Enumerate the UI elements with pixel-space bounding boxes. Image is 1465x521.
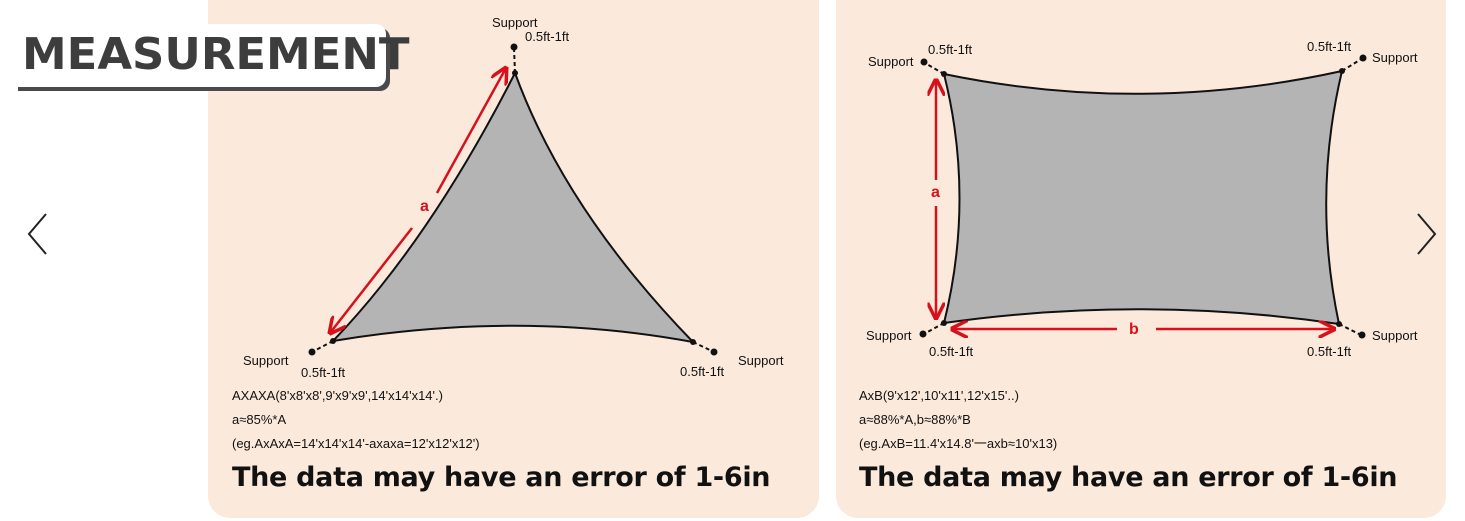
offset-label-top-right: 0.5ft-1ft — [1307, 39, 1351, 54]
rectangle-dim-a: a — [931, 184, 940, 201]
rectangle-info: AxB(9'x12',10'x11',12'x15'..) a≈88%*A,b≈… — [859, 384, 1057, 456]
support-point-top — [510, 43, 518, 51]
badge-title: MEASUREMENT — [22, 29, 410, 80]
corner-ring-bottom-left-rect — [941, 320, 947, 326]
tether-bottom-right — [692, 341, 715, 353]
measurement-badge: MEASUREMENT — [14, 24, 410, 87]
support-label-bottom-left-rect: Support — [866, 328, 912, 343]
support-label-bottom-right: Support — [738, 353, 784, 368]
support-label-top: Support — [492, 15, 538, 30]
rectangle-diagram: a b Support 0.5ft-1ft Support 0.5ft-1ft … — [866, 39, 1418, 359]
triangle-shade — [330, 70, 696, 344]
triangle-info-line: AXAXA(8'x8'x8',9'x9'x9',14'x14'x14'.) — [232, 388, 443, 403]
corner-ring-bottom-left — [330, 338, 336, 344]
support-point-top-left — [920, 58, 928, 66]
support-point-bottom-right-rect — [1358, 331, 1366, 339]
support-label-top-left: Support — [868, 54, 914, 69]
support-label-bottom-right-rect: Support — [1372, 328, 1418, 343]
support-point-bottom-left — [308, 348, 316, 356]
offset-label-bottom-right-rect: 0.5ft-1ft — [1307, 344, 1351, 359]
corner-ring-top-left — [941, 71, 947, 77]
chevron-right-icon[interactable] — [1414, 212, 1438, 256]
triangle-dim-a: a — [420, 198, 429, 215]
rectangle-dim-b: b — [1129, 321, 1139, 338]
tether-bottom-left — [311, 340, 334, 353]
rectangle-shade — [942, 69, 1344, 326]
rectangle-info-line: AxB(9'x12',10'x11',12'x15'..) — [859, 388, 1019, 403]
tether-top-right — [1341, 57, 1364, 72]
tether-bottom-left-rect — [923, 322, 945, 335]
corner-ring-top-right — [1339, 68, 1345, 74]
triangle-diagram: a Support 0.5ft-1ft Support 0.5ft-1ft Su… — [243, 15, 784, 380]
offset-label-bottom-left: 0.5ft-1ft — [301, 365, 345, 380]
corner-ring-bottom-right — [690, 339, 696, 345]
tether-bottom-right-rect — [1338, 323, 1362, 336]
triangle-dim-arrow — [330, 68, 506, 333]
tether-top — [513, 47, 516, 74]
offset-label-bottom-left-rect: 0.5ft-1ft — [929, 344, 973, 359]
triangle-info: AXAXA(8'x8'x8',9'x9'x9',14'x14'x14'.) a≈… — [232, 384, 480, 456]
tether-top-left — [924, 62, 945, 75]
support-label-top-right: Support — [1372, 50, 1418, 65]
support-label-bottom-left: Support — [243, 353, 289, 368]
offset-label-top-left: 0.5ft-1ft — [928, 42, 972, 57]
support-point-top-right — [1359, 54, 1367, 62]
rectangle-info-line: a≈88%*A,b≈88%*B — [859, 412, 971, 427]
offset-label-bottom-right: 0.5ft-1ft — [680, 364, 724, 379]
triangle-info-line: a≈85%*A — [232, 412, 287, 427]
chevron-left-icon[interactable] — [26, 212, 50, 256]
offset-label-top: 0.5ft-1ft — [525, 29, 569, 44]
rectangle-error-note: The data may have an error of 1-6in — [859, 462, 1398, 493]
corner-ring-bottom-right-rect — [1336, 321, 1342, 327]
corner-ring-top — [512, 70, 518, 76]
rectangle-info-line: (eg.AxB=11.4'x14.8'一axb≈10'x13) — [859, 436, 1058, 451]
support-point-bottom-left-rect — [919, 330, 927, 338]
support-point-bottom-right — [710, 348, 718, 356]
triangle-info-line: (eg.AxAxA=14'x14'x14'-axaxa=12'x12'x12') — [232, 436, 480, 451]
triangle-error-note: The data may have an error of 1-6in — [232, 462, 771, 493]
